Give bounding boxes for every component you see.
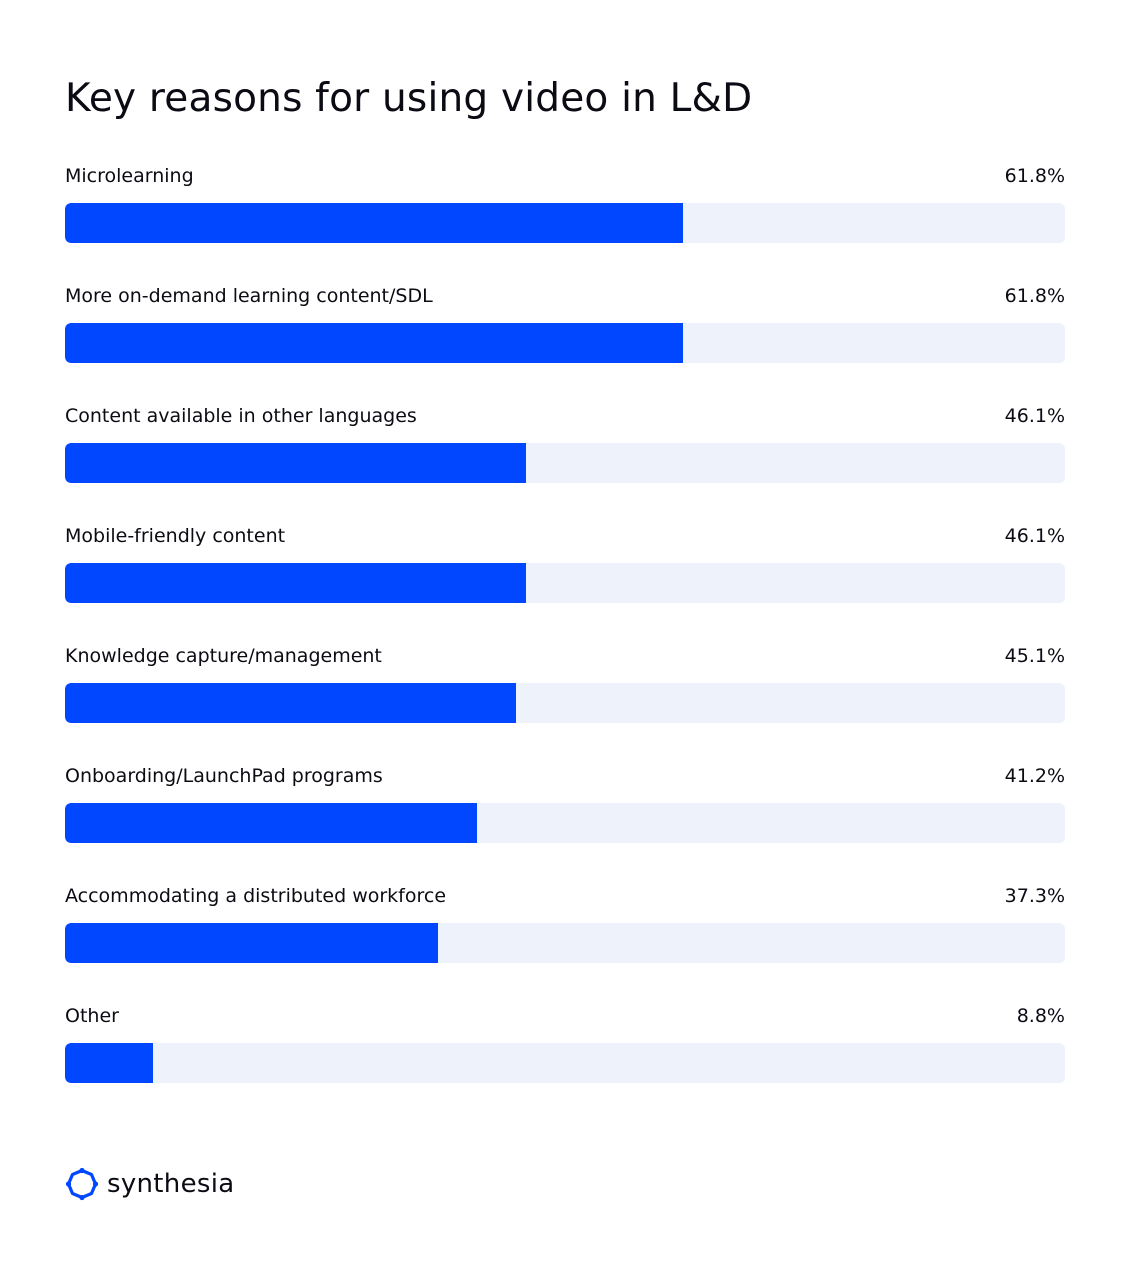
bar-row: Onboarding/LaunchPad programs 41.2% [65,760,1065,880]
bar-fill [65,323,683,363]
bar-label: More on-demand learning content/SDL [65,285,433,307]
bar-label: Onboarding/LaunchPad programs [65,765,383,787]
bar-row: Knowledge capture/management 45.1% [65,640,1065,760]
bar-value-label: 46.1% [1004,405,1065,427]
chart-title: Key reasons for using video in L&D [65,76,753,121]
bar-fill [65,923,438,963]
bar-row: More on-demand learning content/SDL 61.8% [65,280,1065,400]
bar-value-label: 41.2% [1004,765,1065,787]
bar-fill [65,443,526,483]
brand-logo: synthesia [65,1166,234,1202]
bar-value-label: 37.3% [1004,885,1065,907]
bar-row: Microlearning 61.8% [65,160,1065,280]
bar-track [65,923,1065,963]
bar-track [65,203,1065,243]
bar-track [65,563,1065,603]
bar-row: Content available in other languages 46.1… [65,400,1065,520]
bar-value-label: 61.8% [1004,285,1065,307]
bar-label: Accommodating a distributed workforce [65,885,447,907]
bar-track [65,443,1065,483]
bar-track [65,803,1065,843]
bar-track [65,323,1065,363]
bar-value-label: 8.8% [1016,1005,1065,1027]
bar-label: Content available in other languages [65,405,417,427]
bar-label: Knowledge capture/management [65,645,382,667]
bar-fill [65,803,477,843]
bar-fill [65,203,683,243]
bar-fill [65,1043,153,1083]
bar-value-label: 61.8% [1004,165,1065,187]
bar-chart: Microlearning 61.8% More on-demand learnin… [65,160,1065,1120]
bar-fill [65,683,516,723]
bar-label: Microlearning [65,165,194,187]
bar-row: Mobile-friendly content 46.1% [65,520,1065,640]
bar-label: Other [65,1005,119,1027]
bar-row: Accommodating a distributed workforce 37.… [65,880,1065,1000]
bar-row: Other 8.8% [65,1000,1065,1120]
bar-fill [65,563,526,603]
synthesia-logo-icon [65,1167,99,1201]
bar-label: Mobile-friendly content [65,525,286,547]
bar-track [65,683,1065,723]
bar-value-label: 46.1% [1004,525,1065,547]
bar-track [65,1043,1065,1083]
bar-value-label: 45.1% [1004,645,1065,667]
brand-name: synthesia [107,1169,235,1199]
